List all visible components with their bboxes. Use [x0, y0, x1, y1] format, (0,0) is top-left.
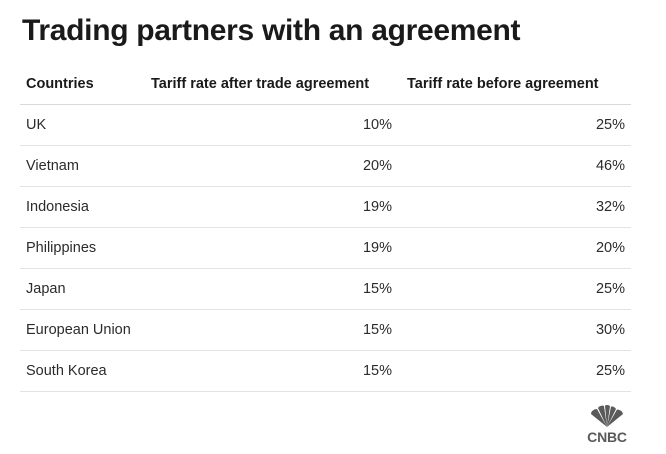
after-rate-cell: 10%	[140, 104, 398, 146]
before-rate-cell: 25%	[398, 104, 631, 146]
table-row: UK 10% 25%	[20, 104, 631, 146]
table-row: Japan 15% 25%	[20, 268, 631, 310]
after-rate-cell: 19%	[140, 186, 398, 228]
table-header-row: Countries Tariff rate after trade agreem…	[20, 64, 631, 105]
cnbc-peacock-icon	[591, 405, 623, 427]
column-header-after: Tariff rate after trade agreement	[140, 64, 398, 105]
table-body: UK 10% 25% Vietnam 20% 46% Indonesia 19%…	[20, 104, 631, 392]
column-header-countries: Countries	[20, 64, 140, 105]
country-cell: South Korea	[20, 350, 140, 392]
before-rate-cell: 32%	[398, 186, 631, 228]
country-cell: Vietnam	[20, 145, 140, 187]
before-rate-cell: 30%	[398, 309, 631, 351]
table-row: Indonesia 19% 32%	[20, 186, 631, 228]
before-rate-cell: 20%	[398, 227, 631, 269]
after-rate-cell: 15%	[140, 268, 398, 310]
cnbc-logo-text: CNBC	[587, 429, 627, 445]
after-rate-cell: 15%	[140, 350, 398, 392]
table-row: Philippines 19% 20%	[20, 227, 631, 269]
after-rate-cell: 20%	[140, 145, 398, 187]
after-rate-cell: 19%	[140, 227, 398, 269]
before-rate-cell: 25%	[398, 268, 631, 310]
tariff-table: Countries Tariff rate after trade agreem…	[20, 64, 631, 392]
before-rate-cell: 25%	[398, 350, 631, 392]
country-cell: European Union	[20, 309, 140, 351]
country-cell: Indonesia	[20, 186, 140, 228]
column-header-before: Tariff rate before agreement	[398, 64, 631, 105]
country-cell: Japan	[20, 268, 140, 310]
table-row: Vietnam 20% 46%	[20, 145, 631, 187]
cnbc-logo: CNBC	[583, 405, 631, 449]
chart-title: Trading partners with an agreement	[22, 14, 521, 47]
table-row: South Korea 15% 25%	[20, 350, 631, 392]
table-row: European Union 15% 30%	[20, 309, 631, 351]
country-cell: Philippines	[20, 227, 140, 269]
before-rate-cell: 46%	[398, 145, 631, 187]
after-rate-cell: 15%	[140, 309, 398, 351]
country-cell: UK	[20, 104, 140, 146]
